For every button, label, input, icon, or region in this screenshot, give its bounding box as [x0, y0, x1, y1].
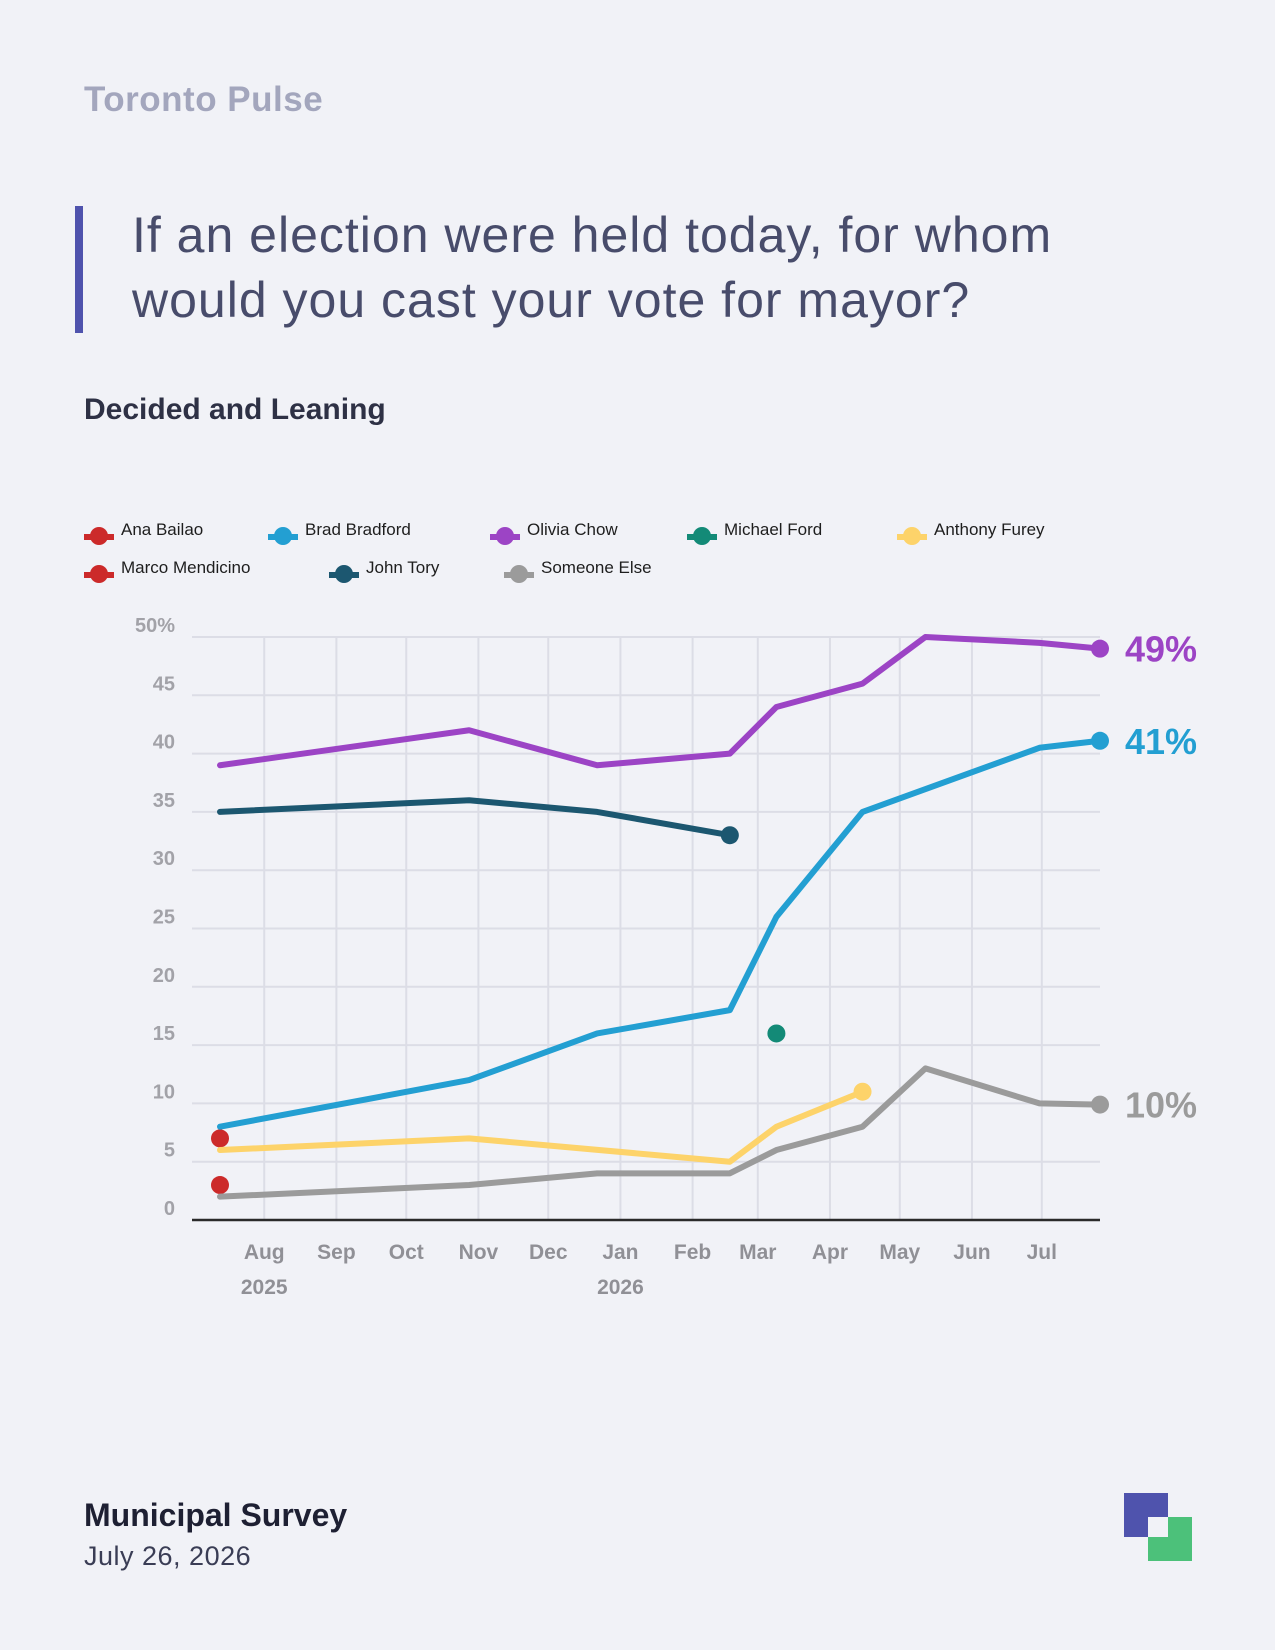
- series-line: [217, 634, 1103, 769]
- survey-question: If an election were held today, for whom…: [132, 207, 1053, 328]
- brand-name: Toronto Pulse: [84, 80, 324, 119]
- legend-item: Ana Bailao: [84, 520, 203, 545]
- series-end-point: [211, 1176, 229, 1195]
- legend-item: Olivia Chow: [490, 520, 618, 545]
- legend-item: Anthony Furey: [897, 520, 1045, 545]
- x-tick-label: Mar: [739, 1241, 776, 1264]
- series-end-point: [767, 1024, 786, 1043]
- chart-subtitle: Decided and Leaning: [84, 393, 386, 426]
- x-tick-label: May: [879, 1241, 920, 1264]
- y-tick-label: 20: [153, 965, 175, 987]
- series-end-point: [1091, 1095, 1109, 1114]
- series-end-point: [1091, 731, 1109, 750]
- x-year-label: 2026: [597, 1276, 644, 1299]
- x-tick-label: Nov: [459, 1241, 499, 1264]
- legend-swatch-dot: [496, 527, 514, 545]
- brand-logo-icon: [1124, 1493, 1192, 1561]
- y-tick-label: 30: [153, 848, 175, 870]
- x-tick-label: Jul: [1027, 1241, 1057, 1264]
- quote-accent-bar: [75, 206, 83, 333]
- y-tick-label: 50%: [135, 615, 175, 637]
- x-tick-label: Dec: [529, 1241, 568, 1264]
- legend-swatch-dot: [693, 527, 711, 545]
- legend-label: Someone Else: [541, 558, 652, 577]
- legend-swatch-dot: [90, 527, 108, 545]
- x-tick-label: Jan: [602, 1241, 638, 1264]
- series-end-point: [1091, 639, 1109, 658]
- legend-swatch-dot: [274, 527, 292, 545]
- y-tick-label: 15: [153, 1023, 175, 1045]
- legend-swatch-dot: [90, 565, 108, 583]
- series-line: [217, 1065, 1103, 1200]
- x-tick-label: Sep: [317, 1241, 356, 1264]
- y-tick-label: 45: [153, 673, 175, 695]
- legend-label: Marco Mendicino: [121, 558, 250, 577]
- x-tick-label: Jun: [953, 1241, 990, 1264]
- legend-label: Brad Bradford: [305, 520, 411, 539]
- x-tick-label: Aug: [244, 1241, 285, 1264]
- legend-item: Brad Bradford: [268, 520, 411, 545]
- legend-swatch-dot: [335, 565, 353, 583]
- y-tick-label: 5: [164, 1140, 175, 1162]
- legend-item: Marco Mendicino: [84, 558, 250, 583]
- series-end-label: 10%: [1125, 1085, 1197, 1126]
- y-tick-label: 0: [164, 1198, 175, 1220]
- series-end-point: [211, 1129, 229, 1148]
- series-end-point: [853, 1082, 872, 1101]
- x-tick-label: Apr: [812, 1241, 848, 1264]
- chart-grid: [192, 636, 1100, 1220]
- x-year-label: 2025: [241, 1276, 288, 1299]
- y-tick-label: 25: [153, 907, 175, 929]
- legend-label: John Tory: [366, 558, 440, 577]
- series-line: [217, 737, 1103, 1130]
- series-line: [217, 1088, 866, 1165]
- x-tick-label: Oct: [389, 1241, 424, 1264]
- footer-title: Municipal Survey: [84, 1497, 348, 1533]
- series-end-label: 41%: [1125, 721, 1197, 762]
- series-end-point: [720, 826, 739, 845]
- series-end-label: 49%: [1125, 629, 1197, 670]
- x-tick-label: Feb: [674, 1241, 711, 1264]
- y-tick-label: 35: [153, 790, 175, 812]
- legend-swatch-dot: [903, 527, 921, 545]
- legend-label: Anthony Furey: [934, 520, 1045, 539]
- legend-item: John Tory: [329, 558, 440, 583]
- series-line: [217, 797, 733, 839]
- y-tick-label: 40: [153, 732, 175, 754]
- footer-date: July 26, 2026: [84, 1541, 252, 1571]
- legend-label: Michael Ford: [724, 520, 822, 539]
- y-tick-label: 10: [153, 1081, 175, 1103]
- chart-series: 41% 49% 10%: [211, 629, 1197, 1200]
- legend-item: Michael Ford: [687, 520, 822, 545]
- chart-legend: Ana Bailao Brad Bradford Olivia Chow Michae…: [84, 520, 1045, 583]
- legend-swatch-dot: [510, 565, 528, 583]
- legend-label: Ana Bailao: [121, 520, 203, 539]
- legend-label: Olivia Chow: [527, 520, 618, 539]
- legend-item: Someone Else: [504, 558, 652, 583]
